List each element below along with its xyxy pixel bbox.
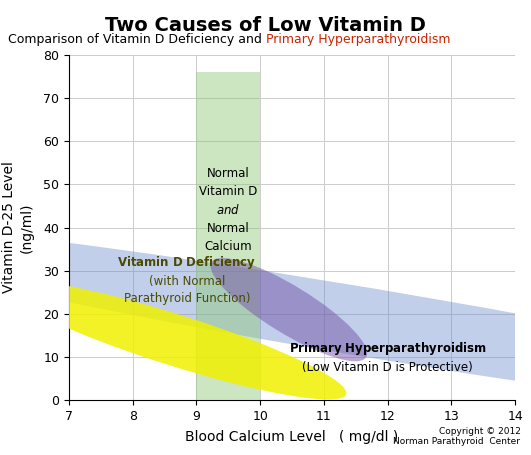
Bar <box>196 72 260 400</box>
Text: Vitamin D-25 Level
(ng/ml): Vitamin D-25 Level (ng/ml) <box>2 162 34 293</box>
Text: Copyright © 2012
Norman Parathyroid  Center: Copyright © 2012 Norman Parathyroid Cent… <box>393 426 520 446</box>
Text: Comparison of Vitamin D Deficiency and: Comparison of Vitamin D Deficiency and <box>7 33 266 46</box>
Text: Normal
Vitamin D
$\it{and}$
Normal
Calcium: Normal Vitamin D $\it{and}$ Normal Calci… <box>199 167 258 253</box>
Ellipse shape <box>2 280 346 399</box>
Ellipse shape <box>210 258 367 361</box>
Text: Two Causes of Low Vitamin D: Two Causes of Low Vitamin D <box>105 16 426 35</box>
Text: Primary Hyperparathyroidism: Primary Hyperparathyroidism <box>266 33 450 46</box>
X-axis label: Blood Calcium Level   ( mg/dl ): Blood Calcium Level ( mg/dl ) <box>185 430 399 444</box>
Ellipse shape <box>0 221 531 424</box>
Text: $\bf{Vitamin\ D\ Deficiency}$
(with Normal
Parathyroid Function): $\bf{Vitamin\ D\ Deficiency}$ (with Norm… <box>117 254 256 305</box>
Text: $\bf{Primary\ Hyperparathyroidism}$
(Low Vitamin D is Protective): $\bf{Primary\ Hyperparathyroidism}$ (Low… <box>289 340 486 374</box>
